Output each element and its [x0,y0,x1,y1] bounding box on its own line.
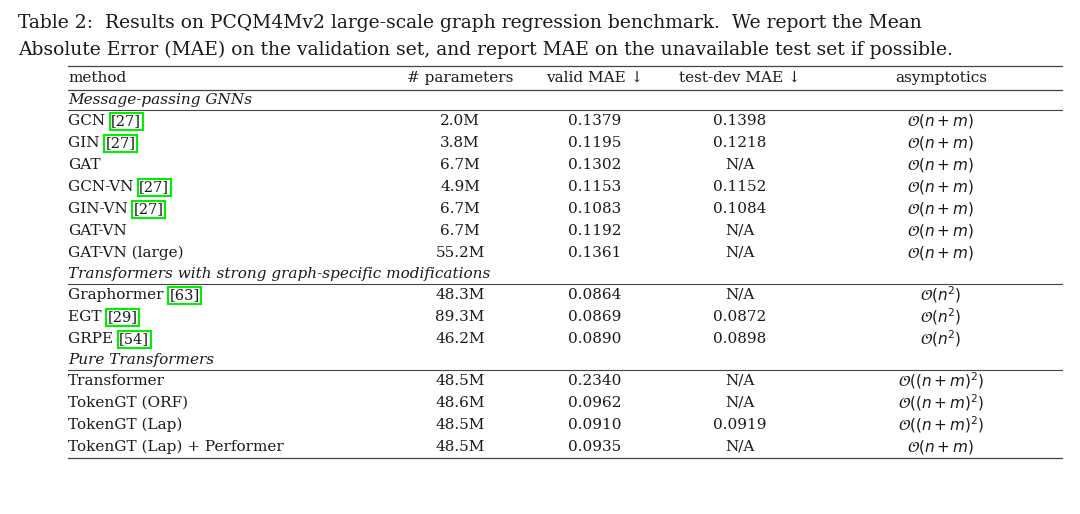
Text: [27]: [27] [134,202,164,216]
Text: 0.0864: 0.0864 [568,288,622,302]
Bar [132,200,165,217]
Text: GCN: GCN [68,114,110,128]
Text: Transformer: Transformer [68,374,165,388]
Text: [54]: [54] [119,332,149,346]
Text: N/A: N/A [726,246,755,260]
Text: GAT-VN: GAT-VN [68,224,126,238]
Text: Absolute Error (MAE) on the validation set, and report MAE on the unavailable te: Absolute Error (MAE) on the validation s… [18,41,953,59]
Text: # parameters: # parameters [407,71,513,85]
Text: $\mathcal{O}((n+m)^2)$: $\mathcal{O}((n+m)^2)$ [897,393,984,413]
Bar [118,331,150,347]
Text: N/A: N/A [726,440,755,454]
Text: 0.1302: 0.1302 [568,158,622,172]
Text: 0.1398: 0.1398 [714,114,767,128]
Bar [109,113,143,130]
Text: 0.1152: 0.1152 [713,180,767,194]
Text: GCN-VN: GCN-VN [68,180,138,194]
Text: 0.0962: 0.0962 [568,396,622,410]
Text: 2.0M: 2.0M [440,114,480,128]
Text: 6.7M: 6.7M [441,158,480,172]
Text: GAT: GAT [68,158,100,172]
Text: 48.5M: 48.5M [435,374,485,388]
Text: [29]: [29] [107,310,137,324]
Text: [27]: [27] [106,136,135,150]
Text: 0.0890: 0.0890 [568,332,622,346]
Text: 48.6M: 48.6M [435,396,485,410]
Text: 55.2M: 55.2M [435,246,485,260]
Text: EGT: EGT [68,310,106,324]
Bar [106,308,139,325]
Text: $\mathcal{O}(n+m)$: $\mathcal{O}(n+m)$ [907,222,974,240]
Text: 48.5M: 48.5M [435,418,485,432]
Bar [104,135,137,152]
Text: 0.1195: 0.1195 [568,136,622,150]
Text: 0.0872: 0.0872 [714,310,767,324]
Text: GIN: GIN [68,136,105,150]
Text: 0.0910: 0.0910 [568,418,622,432]
Text: 0.1192: 0.1192 [568,224,622,238]
Text: $\mathcal{O}(n^2)$: $\mathcal{O}(n^2)$ [920,307,961,327]
Text: 46.2M: 46.2M [435,332,485,346]
Text: 48.5M: 48.5M [435,440,485,454]
Bar [167,286,201,303]
Text: 0.0869: 0.0869 [568,310,622,324]
Text: asymptotics: asymptotics [895,71,987,85]
Text: $\mathcal{O}(n+m)$: $\mathcal{O}(n+m)$ [907,200,974,218]
Text: Pure Transformers: Pure Transformers [68,353,214,367]
Text: 0.0919: 0.0919 [713,418,767,432]
Text: N/A: N/A [726,374,755,388]
Text: $\mathcal{O}(n+m)$: $\mathcal{O}(n+m)$ [907,244,974,262]
Text: 0.2340: 0.2340 [568,374,622,388]
Text: 4.9M: 4.9M [440,180,480,194]
Text: 0.1361: 0.1361 [568,246,622,260]
Text: $\mathcal{O}(n+m)$: $\mathcal{O}(n+m)$ [907,112,974,130]
Text: TokenGT (Lap): TokenGT (Lap) [68,418,183,432]
Text: [63]: [63] [170,288,200,302]
Text: 0.1153: 0.1153 [568,180,622,194]
Text: 6.7M: 6.7M [441,224,480,238]
Text: N/A: N/A [726,158,755,172]
Text: $\mathcal{O}((n+m)^2)$: $\mathcal{O}((n+m)^2)$ [897,371,984,391]
Text: Graphormer: Graphormer [68,288,168,302]
Text: GRPE: GRPE [68,332,118,346]
Text: method: method [68,71,126,85]
Text: Table 2:  Results on PCQM4Mv2 large-scale graph regression benchmark.  We report: Table 2: Results on PCQM4Mv2 large-scale… [18,14,921,32]
Text: 0.1083: 0.1083 [568,202,622,216]
Text: $\mathcal{O}(n+m)$: $\mathcal{O}(n+m)$ [907,438,974,456]
Text: 48.3M: 48.3M [435,288,485,302]
Text: $\mathcal{O}(n+m)$: $\mathcal{O}(n+m)$ [907,178,974,196]
Text: TokenGT (ORF): TokenGT (ORF) [68,396,188,410]
Text: $\mathcal{O}(n+m)$: $\mathcal{O}(n+m)$ [907,156,974,174]
Text: [27]: [27] [139,180,170,194]
Text: 0.1084: 0.1084 [713,202,767,216]
Text: Message-passing GNNs: Message-passing GNNs [68,93,252,107]
Text: 0.1379: 0.1379 [568,114,622,128]
Text: valid MAE ↓: valid MAE ↓ [546,71,644,85]
Text: 6.7M: 6.7M [441,202,480,216]
Text: N/A: N/A [726,288,755,302]
Bar [138,178,171,195]
Text: [27]: [27] [111,114,141,128]
Text: TokenGT (Lap) + Performer: TokenGT (Lap) + Performer [68,440,284,454]
Text: GAT-VN (large): GAT-VN (large) [68,246,184,260]
Text: 0.0935: 0.0935 [568,440,622,454]
Text: test-dev MAE ↓: test-dev MAE ↓ [679,71,801,85]
Text: $\mathcal{O}((n+m)^2)$: $\mathcal{O}((n+m)^2)$ [897,415,984,435]
Text: N/A: N/A [726,396,755,410]
Text: N/A: N/A [726,224,755,238]
Text: 0.0898: 0.0898 [714,332,767,346]
Text: 89.3M: 89.3M [435,310,485,324]
Text: $\mathcal{O}(n^2)$: $\mathcal{O}(n^2)$ [920,285,961,305]
Text: 0.1218: 0.1218 [713,136,767,150]
Text: Transformers with strong graph-specific modifications: Transformers with strong graph-specific … [68,267,490,281]
Text: $\mathcal{O}(n^2)$: $\mathcal{O}(n^2)$ [920,328,961,350]
Text: 3.8M: 3.8M [441,136,480,150]
Text: GIN-VN: GIN-VN [68,202,133,216]
Text: $\mathcal{O}(n+m)$: $\mathcal{O}(n+m)$ [907,134,974,152]
